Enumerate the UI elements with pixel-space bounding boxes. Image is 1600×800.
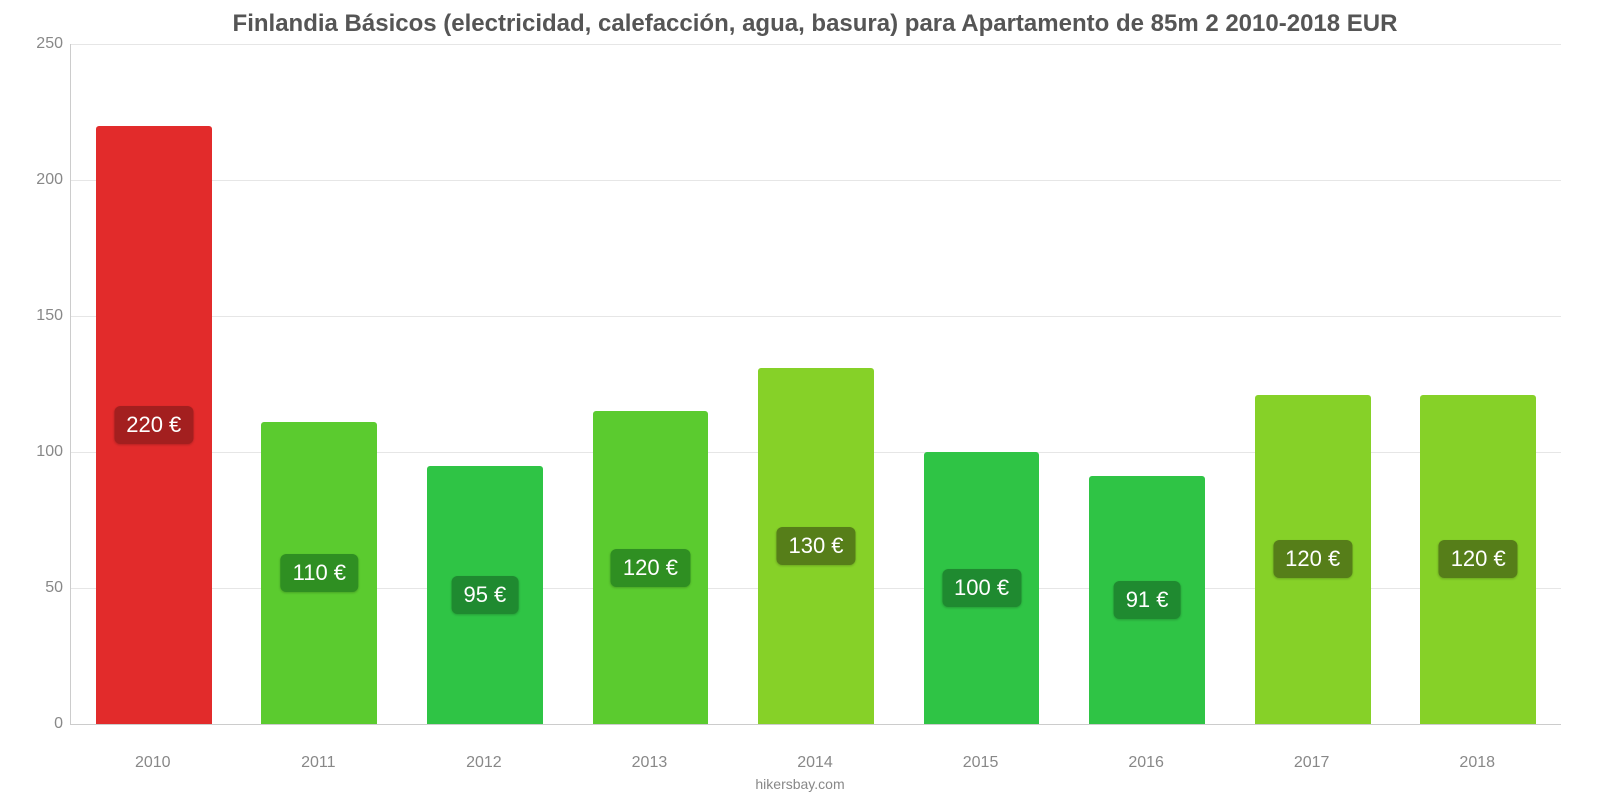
gridline (71, 44, 1561, 45)
gridline (71, 316, 1561, 317)
y-tick-label: 200 (23, 171, 63, 189)
attribution: hikersbay.com (0, 776, 1600, 792)
value-badge: 100 € (942, 569, 1021, 607)
value-badge: 91 € (1114, 581, 1181, 619)
value-badge: 220 € (114, 406, 193, 444)
x-tick-label: 2016 (1128, 754, 1164, 772)
value-badge: 120 € (1439, 540, 1518, 578)
value-badge: 110 € (281, 554, 358, 592)
value-badge: 120 € (1273, 540, 1352, 578)
y-tick-label: 100 (23, 443, 63, 461)
y-tick-label: 150 (23, 307, 63, 325)
y-tick-label: 250 (23, 35, 63, 53)
x-tick-label: 2017 (1294, 754, 1330, 772)
x-tick-label: 2011 (301, 754, 335, 772)
value-badge: 95 € (451, 576, 518, 614)
y-tick-label: 0 (23, 715, 63, 733)
value-badge: 120 € (611, 549, 690, 587)
chart-container: Finlandia Básicos (electricidad, calefac… (0, 0, 1600, 800)
x-tick-label: 2010 (135, 754, 171, 772)
x-tick-label: 2014 (797, 754, 833, 772)
value-badge: 130 € (776, 527, 855, 565)
gridline (71, 180, 1561, 181)
x-tick-label: 2015 (963, 754, 999, 772)
plot-area: 050100150200250220 €110 €95 €120 €130 €1… (70, 44, 1561, 725)
x-tick-label: 2018 (1459, 754, 1495, 772)
x-tick-label: 2012 (466, 754, 502, 772)
chart-title: Finlandia Básicos (electricidad, calefac… (70, 10, 1560, 38)
x-tick-label: 2013 (632, 754, 668, 772)
y-tick-label: 50 (23, 579, 63, 597)
